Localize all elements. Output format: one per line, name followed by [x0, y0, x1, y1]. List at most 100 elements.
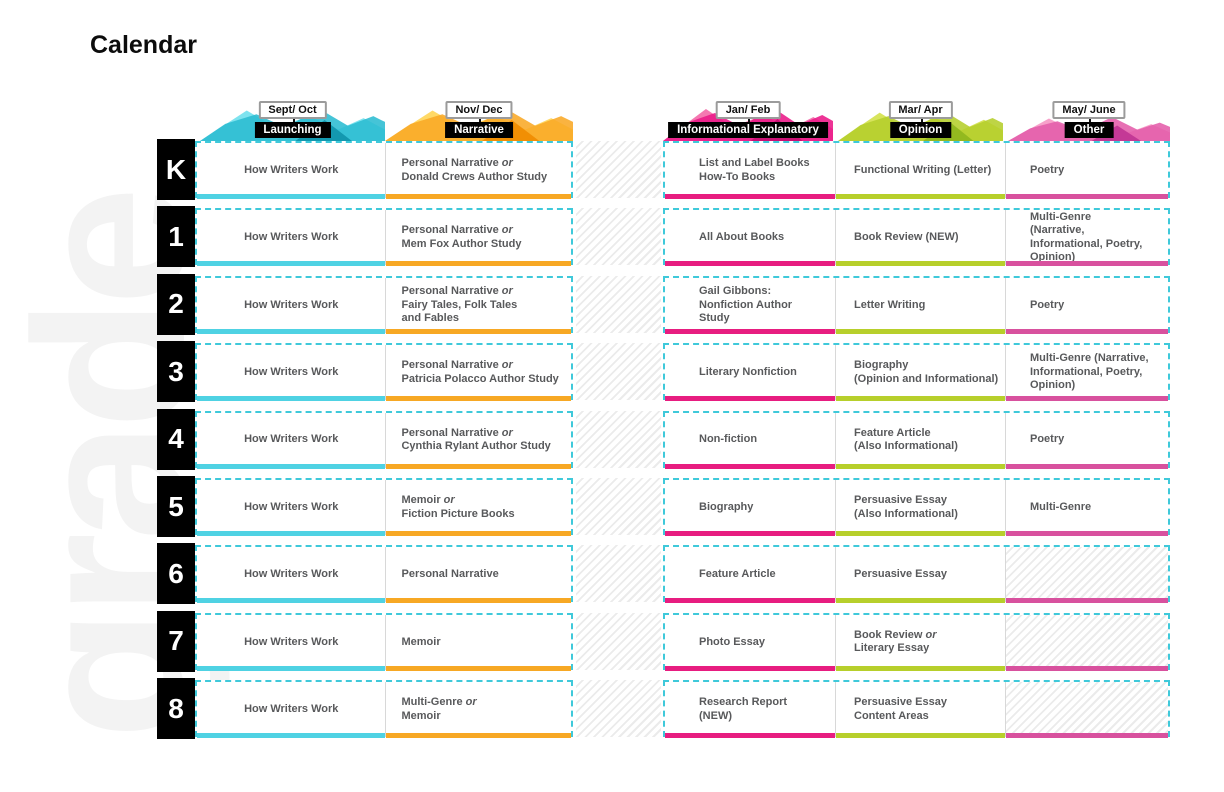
underline-bar — [386, 733, 571, 739]
category-label: Launching — [254, 122, 331, 138]
grade-label: 7 — [157, 610, 195, 672]
month-label: Nov/ Dec — [445, 101, 513, 119]
grade-letter: 8 — [168, 692, 184, 724]
label-tick — [1089, 113, 1091, 126]
month-label: Jan/ Feb — [715, 101, 781, 119]
cell-informational-explanatory: List and Label Books How-To Books — [665, 143, 835, 199]
unit-text: How Writers Work — [244, 298, 339, 311]
cell-opinion: Persuasive Essay Content Areas — [835, 682, 1005, 739]
column-header-2: Nov/ Dec Narrative — [385, 98, 573, 141]
underline-bar — [665, 463, 835, 469]
unit-text: How Writers Work — [244, 231, 339, 244]
category-label: Opinion — [889, 122, 952, 138]
column-header-1: Sept/ Oct Launching — [200, 98, 385, 141]
spring-units-group: Non-fiction Feature Article (Also Informa… — [663, 410, 1170, 469]
unit-text: Personal Narrative or Patricia Polacco Au… — [401, 359, 559, 385]
fall-units-group: How Writers Work Personal Narrative or Pa… — [195, 343, 573, 402]
underline-bar — [1006, 194, 1168, 199]
cell-opinion: Persuasive Essay (Also Informational) — [835, 480, 1005, 536]
underline-bar — [1006, 531, 1168, 536]
grade-row-3: 3 How Writers Work Personal Narrative or… — [0, 341, 1224, 403]
grade-letter: 3 — [168, 355, 184, 387]
cell-informational-explanatory: Literary Nonfiction — [665, 345, 835, 402]
underline-bar — [665, 733, 835, 739]
underline-bar — [197, 733, 386, 739]
unit-text: Book Review or Literary Essay — [854, 628, 937, 655]
unit-text: Photo Essay — [699, 635, 766, 648]
column-gap-hatch — [576, 343, 661, 401]
unit-text: Multi-Genre or Memoir — [401, 696, 477, 722]
column-gap-hatch — [576, 275, 661, 333]
column-gap-hatch — [576, 410, 661, 468]
unit-text: Feature Article — [699, 568, 776, 581]
column-gap-hatch — [576, 478, 661, 535]
unit-text: Poetry — [1030, 298, 1065, 311]
cell-other — [1005, 682, 1168, 739]
unit-text: Personal Narrative or Donald Crews Author… — [401, 157, 548, 183]
cell-informational-explanatory: Feature Article — [665, 547, 835, 604]
underline-bar — [386, 665, 571, 671]
underline-bar — [197, 665, 386, 671]
cell-other: Poetry — [1005, 143, 1168, 199]
cell-other — [1005, 547, 1168, 604]
column-header-4: Mar/ Apr Opinion — [838, 98, 1003, 141]
grade-label: K — [157, 139, 195, 200]
fall-units-group: How Writers Work Personal Narrative — [195, 545, 573, 604]
grade-letter: 2 — [168, 288, 184, 320]
cell-opinion: Functional Writing (Letter) — [835, 143, 1005, 199]
fall-units-group: How Writers Work Multi-Genre or Memoir — [195, 680, 573, 739]
underline-bar — [1006, 665, 1168, 671]
cell-informational-explanatory: All About Books — [665, 210, 835, 267]
cell-other: Multi-Genre (Narrative, Informational, Poe… — [1005, 210, 1168, 267]
unit-text: Multi-Genre — [1030, 500, 1092, 513]
spring-units-group: Literary Nonfiction Biography (Opinion an… — [663, 343, 1170, 402]
spring-units-group: Photo Essay Book Review or Literary Essay — [663, 612, 1170, 671]
fall-units-group: How Writers Work Memoir — [195, 612, 573, 671]
underline-bar — [386, 463, 571, 469]
grade-label: 1 — [157, 206, 195, 268]
grade-row-5: 5 How Writers Work Memoir or Fiction Pict… — [0, 476, 1224, 537]
grade-row-2: 2 How Writers Work Personal Narrative or… — [0, 273, 1224, 335]
cell-other: Multi-Genre — [1005, 480, 1168, 536]
cell-informational-explanatory: Photo Essay — [665, 615, 835, 671]
unit-text: How Writers Work — [244, 163, 339, 176]
cell-other: Poetry — [1005, 277, 1168, 334]
cell-other: Multi-Genre (Narrative, Informational, Po… — [1005, 345, 1168, 402]
cell-opinion: Persuasive Essay — [835, 547, 1005, 604]
grade-label: 4 — [157, 408, 195, 470]
unit-text: How Writers Work — [244, 433, 339, 446]
spring-units-group: Gail Gibbons: Nonfiction Author Study Lett… — [663, 275, 1170, 334]
cell-informational-explanatory: Gail Gibbons: Nonfiction Author Study — [665, 278, 835, 334]
unit-text: Poetry — [1030, 163, 1065, 176]
unit-text: Personal Narrative or Cynthia Rylant Auth… — [401, 426, 551, 453]
cell-narrative: Memoir — [385, 614, 571, 671]
underline-bar — [1006, 328, 1168, 334]
underline-bar — [197, 598, 386, 604]
cell-opinion: Biography (Opinion and Informational) — [835, 345, 1005, 402]
month-label: Mar/ Apr — [888, 101, 953, 119]
spring-units-group: List and Label Books How-To Books Functio… — [663, 141, 1170, 199]
underline-bar — [197, 396, 386, 402]
underline-bar — [665, 261, 835, 267]
unit-text: Feature Article (Also Informational) — [854, 426, 958, 453]
underline-bar — [386, 328, 571, 334]
column-gap-hatch — [576, 208, 661, 266]
unit-text: Persuasive Essay (Also Informational) — [854, 494, 958, 520]
cell-launching: How Writers Work — [197, 278, 386, 334]
unit-text: Personal Narrative or Fairy Tales, Folk T… — [401, 285, 518, 325]
grade-label: 6 — [157, 543, 195, 605]
column-gap-hatch — [576, 612, 661, 670]
underline-bar — [1006, 463, 1168, 469]
grade-label: 2 — [157, 273, 195, 335]
underline-bar — [836, 194, 1005, 199]
unit-text: Non-fiction — [699, 433, 758, 446]
cell-launching: How Writers Work — [197, 547, 386, 604]
underline-bar — [665, 328, 835, 334]
fall-units-group: How Writers Work Personal Narrative or Do… — [195, 141, 573, 199]
month-label: Sept/ Oct — [258, 101, 327, 119]
underline-bar — [386, 598, 571, 604]
underline-bar — [665, 396, 835, 402]
underline-bar — [836, 733, 1005, 739]
label-tick — [292, 113, 295, 126]
underline-bar — [386, 531, 571, 536]
